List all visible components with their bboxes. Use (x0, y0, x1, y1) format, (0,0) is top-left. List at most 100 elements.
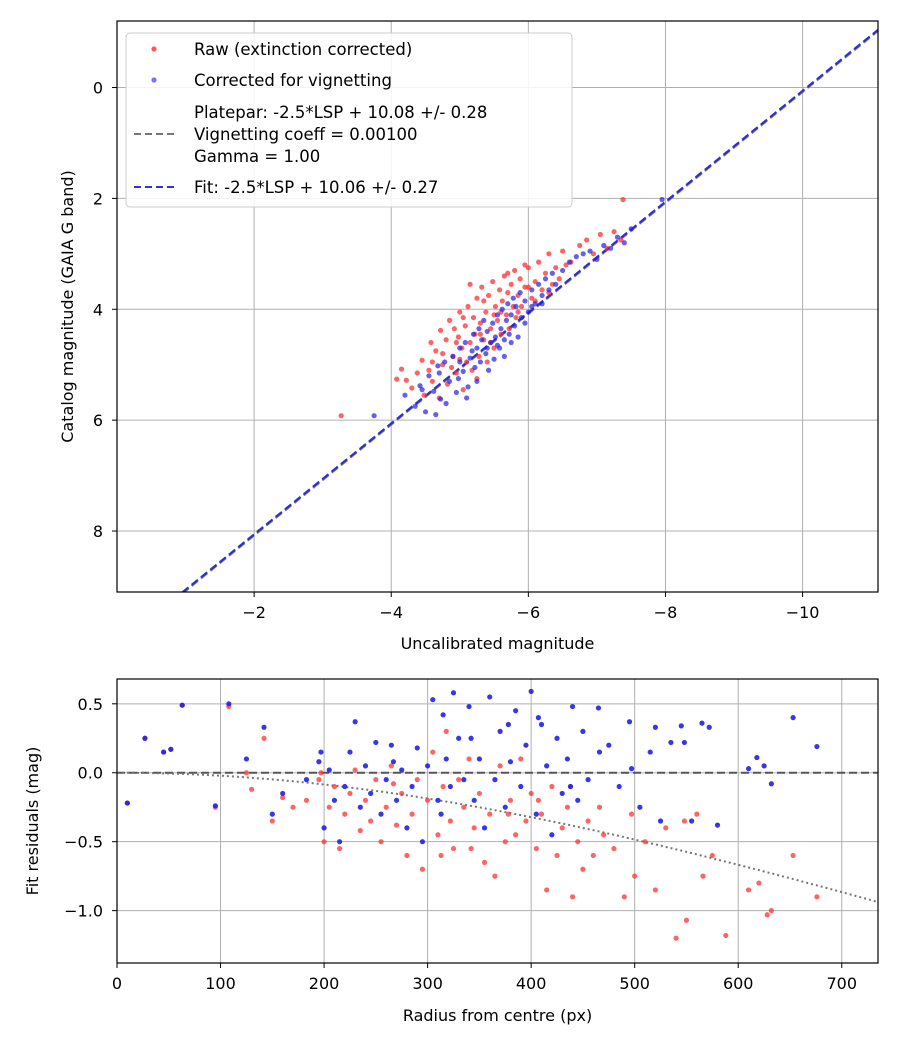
corrected-point (515, 334, 521, 340)
bottom-x-tick-label: 300 (412, 974, 443, 993)
bottom-x-tick-label: 700 (826, 974, 857, 993)
corrected-point (437, 396, 444, 402)
corrected-residual-point (331, 797, 338, 803)
raw-residual-point (518, 756, 524, 762)
raw-residual-point (513, 832, 519, 838)
raw-point (476, 353, 482, 359)
corrected-residual-point (321, 825, 327, 831)
corrected-point (450, 353, 456, 359)
corrected-residual-point (678, 723, 684, 729)
corrected-point (417, 383, 423, 389)
corrected-residual-point (626, 719, 633, 725)
raw-residual-point (564, 804, 570, 810)
corrected-point (443, 400, 449, 407)
corrected-residual-point (404, 825, 410, 831)
top-y-tick-label: 2 (93, 189, 103, 208)
corrected-residual-point (347, 749, 353, 755)
corrected-residual-point (518, 783, 524, 790)
raw-residual-point (243, 770, 250, 776)
raw-point (505, 290, 511, 296)
corrected-residual-point (668, 739, 674, 746)
legend-fit-label: Fit: -2.5*LSP + 10.06 +/- 0.27 (194, 178, 438, 197)
raw-residual-point (373, 777, 379, 783)
raw-point (479, 284, 485, 290)
raw-residual-point (502, 839, 508, 845)
raw-residual-point (318, 770, 324, 776)
raw-residual-point (347, 790, 353, 797)
raw-point (338, 413, 344, 419)
corrected-residual-point (468, 735, 474, 741)
raw-point (505, 270, 511, 276)
top-y-tick-label: 6 (93, 411, 103, 430)
raw-residual-point (601, 832, 607, 838)
corrected-residual-point (160, 749, 167, 755)
raw-point (460, 387, 466, 393)
raw-point (421, 392, 427, 398)
raw-point (443, 337, 449, 343)
raw-residual-point (681, 818, 687, 824)
raw-point (453, 370, 459, 376)
corrected-residual-point (689, 818, 695, 824)
corrected-residual-point (316, 759, 322, 765)
corrected-point (433, 412, 439, 418)
raw-point (484, 359, 490, 365)
raw-point (481, 298, 487, 304)
corrected-point (494, 342, 501, 348)
raw-residual-point (533, 845, 539, 852)
corrected-residual-point (409, 783, 415, 790)
corrected-point (539, 292, 545, 299)
corrected-residual-point (352, 719, 358, 725)
raw-residual-point (549, 783, 555, 790)
raw-residual-point (326, 804, 332, 810)
raw-residual-point (419, 866, 426, 872)
corrected-point (594, 256, 600, 262)
corrected-residual-point (212, 803, 218, 809)
raw-point (470, 314, 477, 321)
raw-point (499, 298, 505, 304)
raw-point (429, 378, 435, 384)
raw-residual-point (425, 797, 431, 803)
corrected-residual-point (699, 720, 705, 726)
corrected-point (614, 234, 621, 240)
raw-residual-point (628, 811, 635, 817)
corrected-residual-point (596, 749, 603, 755)
raw-residual-point (331, 783, 338, 790)
raw-residual-point (378, 839, 384, 845)
corrected-residual-point (124, 800, 130, 806)
corrected-point (573, 254, 579, 260)
raw-residual-point (368, 818, 374, 824)
bottom-x-tick-label: 100 (205, 974, 236, 993)
raw-point (483, 309, 489, 315)
corrected-residual-point (714, 822, 721, 828)
corrected-point (484, 345, 490, 351)
corrected-point (539, 301, 545, 307)
corrected-point (479, 337, 485, 343)
corrected-residual-point (761, 763, 767, 769)
corrected-residual-point (456, 735, 462, 741)
legend-corrected-label: Corrected for vignetting (194, 71, 392, 90)
raw-point (428, 339, 434, 346)
bottom-y-tick-label: −1.0 (64, 902, 103, 921)
corrected-residual-point (575, 797, 581, 803)
corrected-residual-point (507, 759, 514, 765)
raw-residual-point (700, 873, 706, 879)
raw-point (498, 331, 504, 337)
raw-residual-point (632, 873, 638, 879)
corrected-residual-point (425, 763, 431, 769)
raw-residual-point (461, 804, 467, 810)
raw-point (403, 377, 409, 383)
corrected-point (529, 303, 535, 310)
raw-residual-point (316, 777, 322, 783)
corrected-residual-point (269, 811, 275, 817)
corrected-point (464, 395, 470, 401)
raw-point (465, 303, 471, 310)
corrected-residual-point (261, 724, 267, 730)
corrected-residual-point (337, 839, 343, 845)
corrected-point (484, 328, 490, 335)
corrected-point (522, 298, 528, 304)
fit-line-fit (181, 29, 878, 592)
corrected-point (436, 370, 442, 376)
corrected-residual-point (580, 728, 586, 734)
raw-point (477, 331, 483, 337)
